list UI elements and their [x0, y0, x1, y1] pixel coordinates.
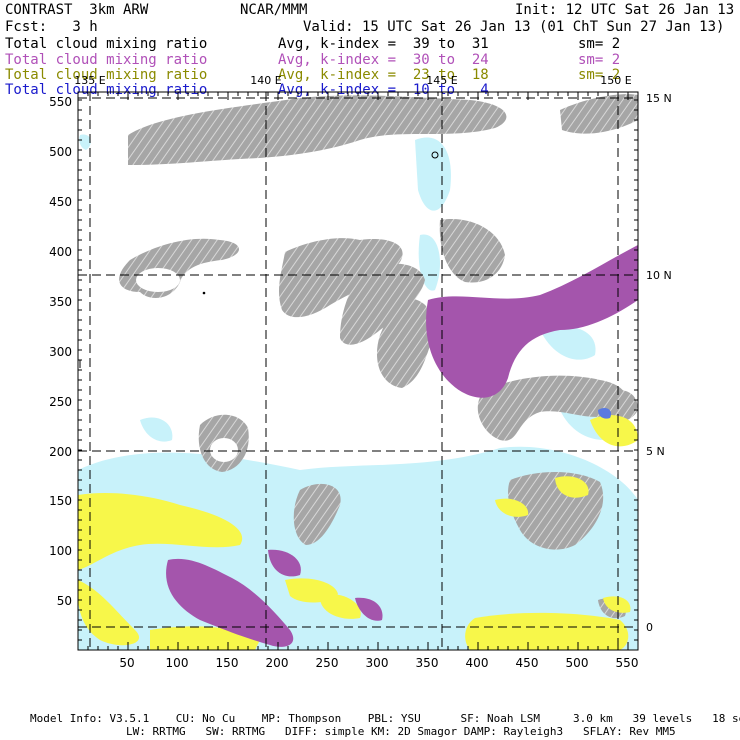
- lon-label: 140 E: [250, 74, 281, 87]
- x-tick-label: 200: [266, 656, 289, 670]
- x-tick-label: 400: [466, 656, 489, 670]
- legend-smooth-2: sm= 2: [578, 52, 621, 68]
- y-tick-label: 500: [49, 145, 72, 159]
- footer-model-info: Model Info: V3.5.1 CU: No Cu MP: Thompso…: [30, 712, 740, 725]
- x-tick-label: 550: [616, 656, 639, 670]
- x-tick-label: 100: [166, 656, 189, 670]
- x-tick-label: 300: [366, 656, 389, 670]
- y-tick-label: 50: [57, 594, 72, 608]
- lat-label: 0: [646, 621, 653, 634]
- legend-smooth-1: sm= 2: [578, 36, 621, 52]
- x-tick-label: 250: [316, 656, 339, 670]
- legend-kindex-1: Avg, k-index = 39 to 31: [278, 36, 489, 52]
- x-axis-labels: 50 100 150 200 250 300 350 400 450 500 5…: [119, 656, 638, 670]
- x-tick-label: 450: [516, 656, 539, 670]
- init-time: Init: 12 UTC Sat 26 Jan 13: [515, 2, 735, 18]
- purple-cloud-layer: [166, 245, 638, 647]
- x-tick-label: 350: [416, 656, 439, 670]
- lat-label: 10 N: [646, 269, 672, 282]
- legend-smooth-3: sm= 2: [578, 67, 621, 83]
- lon-label: 145 E: [426, 74, 457, 87]
- x-tick-label: 150: [216, 656, 239, 670]
- x-tick-label: 500: [566, 656, 589, 670]
- legend-field-1: Total cloud mixing ratio: [5, 36, 208, 52]
- legend-field-2: Total cloud mixing ratio: [5, 52, 208, 68]
- y-tick-label: 100: [49, 544, 72, 558]
- institution: NCAR/MMM: [240, 2, 308, 18]
- y-tick-label: 550: [49, 95, 72, 109]
- valid-time: Valid: 15 UTC Sat 26 Jan 13 (01 ChT Sun …: [303, 19, 725, 35]
- legend-field-4: Total cloud mixing ratio: [5, 82, 208, 98]
- lat-lon-grid: [78, 92, 638, 650]
- lon-label: 150 E: [600, 74, 631, 87]
- y-axis-labels: 50 100 150 200 250 300 350 400 450 500 5…: [49, 95, 72, 608]
- legend-kindex-4: Avg, k-index = 10 to 4: [278, 82, 489, 98]
- y-tick-label: 200: [49, 445, 72, 459]
- latitude-labels: 15 N 10 N 5 N 0: [646, 92, 672, 634]
- forecast-hour: Fcst: 3 h: [5, 19, 98, 35]
- legend-kindex-3: Avg, k-index = 23 to 18: [278, 67, 489, 83]
- x-tick-label: 50: [119, 656, 134, 670]
- y-tick-label: 400: [49, 245, 72, 259]
- y-tick-label: 250: [49, 395, 72, 409]
- y-tick-label: 150: [49, 494, 72, 508]
- longitude-labels: 135 E 140 E 145 E 150 E: [74, 74, 631, 87]
- legend-field-3: Total cloud mixing ratio: [5, 67, 208, 83]
- cloud-fields: [78, 94, 638, 650]
- lat-label: 15 N: [646, 92, 672, 105]
- legend-kindex-2: Avg, k-index = 30 to 24: [278, 52, 489, 68]
- lon-label: 135 E: [74, 74, 105, 87]
- footer-physics-info: LW: RRTMG SW: RRTMG DIFF: simple KM: 2D …: [126, 725, 676, 738]
- y-tick-label: 450: [49, 195, 72, 209]
- y-tick-label: 300: [49, 345, 72, 359]
- model-name: CONTRAST 3km ARW: [5, 2, 149, 18]
- lat-label: 5 N: [646, 445, 665, 458]
- axis-ticks: [77, 92, 639, 651]
- y-tick-label: 350: [49, 295, 72, 309]
